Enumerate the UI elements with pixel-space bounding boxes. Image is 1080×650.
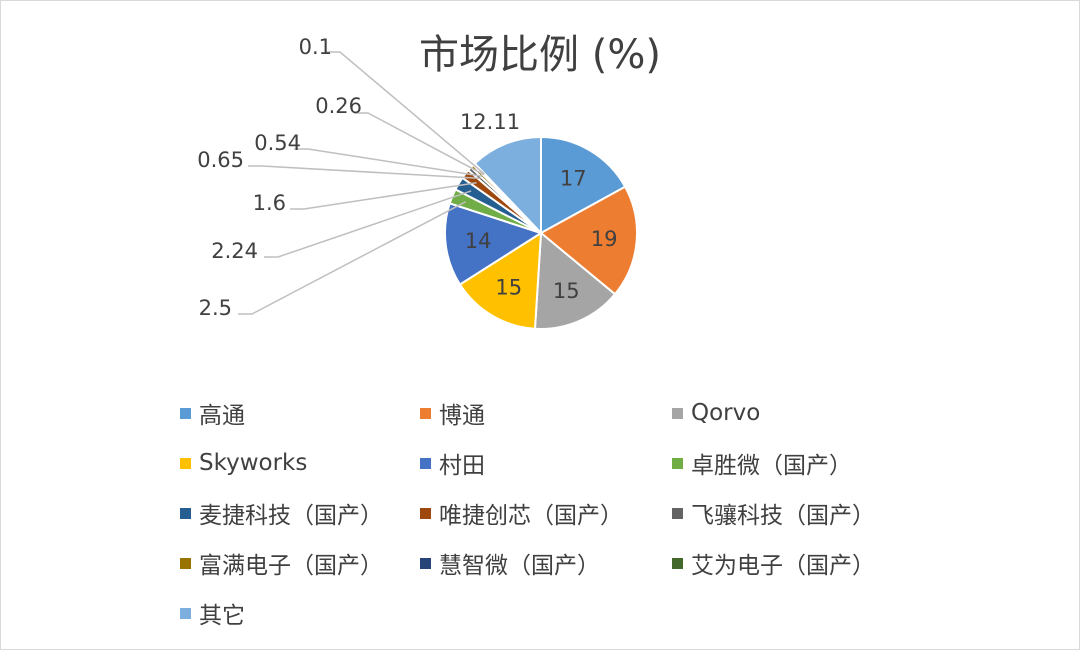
legend-label: 村田 (439, 453, 485, 479)
legend-label: 富满电子（国产） (199, 553, 383, 579)
leader-line (264, 190, 472, 258)
legend-label: 其它 (199, 603, 245, 629)
legend-item: 慧智微（国产） (420, 546, 672, 580)
legend-swatch (672, 407, 683, 419)
legend-item: 飞骧科技（国产） (672, 496, 940, 530)
legend-swatch (180, 457, 191, 469)
leader-lines (238, 51, 485, 315)
data-label: 0.65 (197, 148, 244, 172)
legend-label: 唯捷创芯（国产） (439, 503, 623, 529)
data-label: 2.5 (199, 296, 232, 320)
legend-swatch (420, 457, 431, 469)
legend-swatch (672, 557, 683, 569)
legend-item: 富满电子（国产） (180, 546, 420, 580)
legend-row: 麦捷科技（国产） 唯捷创芯（国产） 飞骧科技（国产） (180, 488, 940, 538)
legend-item: 博通 (420, 396, 672, 430)
legend-item: Skyworks (180, 450, 420, 476)
legend-label: 博通 (439, 403, 485, 429)
legend-item: 唯捷创芯（国产） (420, 496, 672, 530)
legend-item: 麦捷科技（国产） (180, 496, 420, 530)
legend: 高通 博通 Qorvo Skyworks 村田 卓胜微（国产） 麦捷科技（国产） 唯捷创芯（国… (180, 388, 940, 638)
data-label: 19 (591, 227, 618, 251)
data-label: 17 (560, 167, 587, 191)
legend-label: 卓胜微（国产） (691, 453, 852, 479)
leader-line (294, 148, 483, 177)
legend-label: Skyworks (199, 450, 308, 476)
legend-swatch (672, 457, 683, 469)
legend-item: 艾为电子（国产） (672, 546, 940, 580)
data-label: 15 (553, 279, 580, 303)
legend-swatch (420, 507, 431, 519)
legend-label: Qorvo (691, 400, 761, 426)
data-label: 15 (495, 276, 522, 300)
leader-line (290, 182, 477, 210)
legend-swatch (180, 607, 191, 619)
data-label: 0.1 (299, 35, 332, 59)
pie-slice (444, 202, 544, 286)
legend-item: 卓胜微（国产） (672, 446, 940, 480)
legend-label: 飞骧科技（国产） (691, 503, 875, 529)
legend-item: 其它 (180, 596, 420, 630)
pie-slice (533, 230, 617, 330)
data-label: 0.54 (254, 131, 301, 155)
pie-slice (458, 231, 543, 330)
legend-row: 高通 博通 Qorvo (180, 388, 940, 438)
legend-item: 村田 (420, 446, 672, 480)
legend-label: 麦捷科技（国产） (199, 503, 383, 529)
legend-swatch (180, 507, 191, 519)
legend-swatch (420, 407, 431, 419)
chart-title: 市场比例 (%) (419, 32, 661, 78)
leader-line (354, 112, 485, 176)
legend-label: 艾为电子（国产） (691, 553, 875, 579)
legend-row: 其它 (180, 588, 940, 638)
legend-label: 慧智微（国产） (439, 553, 600, 579)
data-label: 14 (465, 229, 492, 253)
data-label: 1.6 (253, 191, 286, 215)
data-label: 0.26 (315, 94, 362, 118)
data-label: 2.24 (211, 239, 258, 263)
legend-row: Skyworks 村田 卓胜微（国产） (180, 438, 940, 488)
data-label: 12.11 (460, 110, 520, 134)
leader-line (238, 201, 466, 315)
legend-swatch (180, 407, 191, 419)
pie-slice (473, 135, 542, 236)
legend-swatch (672, 507, 683, 519)
pie-slices (444, 135, 638, 330)
legend-item: Qorvo (672, 400, 940, 426)
pie-slice (540, 135, 627, 235)
legend-label: 高通 (199, 403, 245, 429)
leader-line (248, 165, 481, 180)
legend-row: 富满电子（国产） 慧智微（国产） 艾为电子（国产） (180, 538, 940, 588)
legend-item: 高通 (180, 396, 420, 430)
legend-swatch (420, 557, 431, 569)
leader-line (326, 51, 485, 175)
pie-slice (539, 185, 638, 296)
legend-swatch (180, 557, 191, 569)
